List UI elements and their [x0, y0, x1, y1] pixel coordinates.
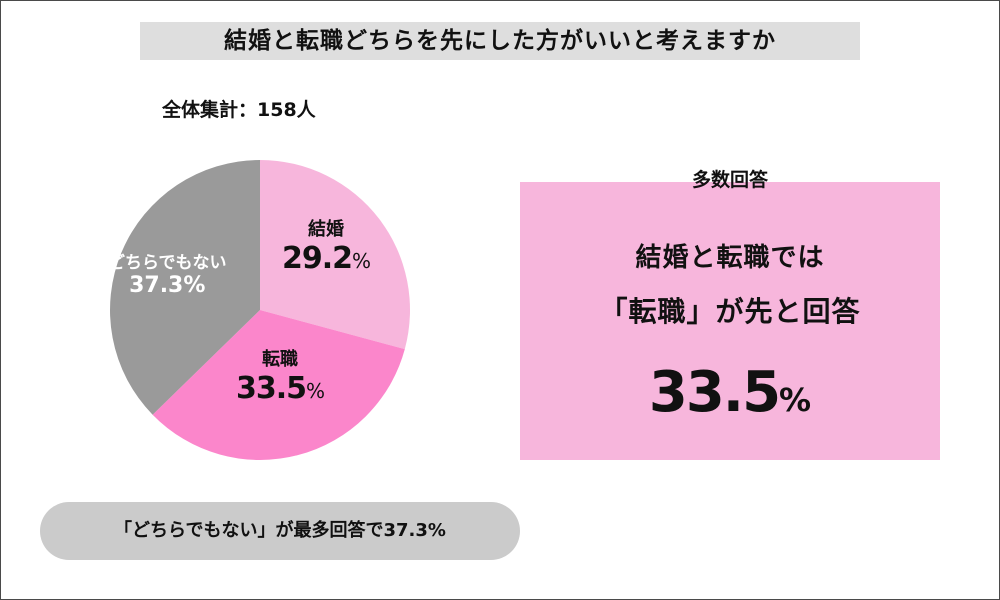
pie-slice-neither	[110, 160, 260, 415]
majority-answer-caption: 多数回答	[691, 169, 768, 191]
slice-label-job-change: 転職 33.5%	[236, 345, 325, 406]
slice-value-neither: 37.3%	[129, 273, 206, 298]
conclusion-pill: 「どちらでもない」が最多回答で37.3%	[40, 502, 520, 560]
slice-category-neither: どちらでもない	[108, 253, 227, 273]
slice-value-marriage: 29.2%	[282, 241, 371, 276]
slice-category-job-change: 転職	[262, 349, 299, 370]
slice-value-job-change-unit: %	[306, 379, 325, 403]
pie-slice-marriage	[260, 160, 411, 350]
slice-value-marriage-unit: %	[352, 249, 371, 273]
chart-title: 結婚と転職どちらを先にした方がいいと考えますか	[224, 28, 776, 54]
majority-answer-line2: 「転職」が先と回答	[599, 295, 861, 328]
slice-value-marriage-number: 29.2	[282, 241, 353, 276]
title-band	[140, 22, 860, 60]
slice-label-neither: どちらでもない 37.3%	[108, 248, 227, 298]
majority-answer-unit: %	[779, 381, 812, 419]
majority-answer-number: 33.5	[648, 360, 781, 425]
pie-slice-job-change	[152, 310, 405, 460]
slice-category-marriage: 結婚	[308, 219, 345, 240]
pie-chart	[110, 160, 411, 460]
slice-label-marriage: 結婚 29.2%	[282, 215, 371, 276]
majority-answer-value: 33.5%	[520, 360, 940, 425]
slice-value-job-change-number: 33.5	[236, 371, 307, 406]
majority-answer-line1: 結婚と転職では	[635, 243, 825, 273]
total-respondents: 全体集計：158人	[162, 99, 316, 121]
slice-value-job-change: 33.5%	[236, 371, 325, 406]
majority-answer-box	[520, 182, 940, 460]
